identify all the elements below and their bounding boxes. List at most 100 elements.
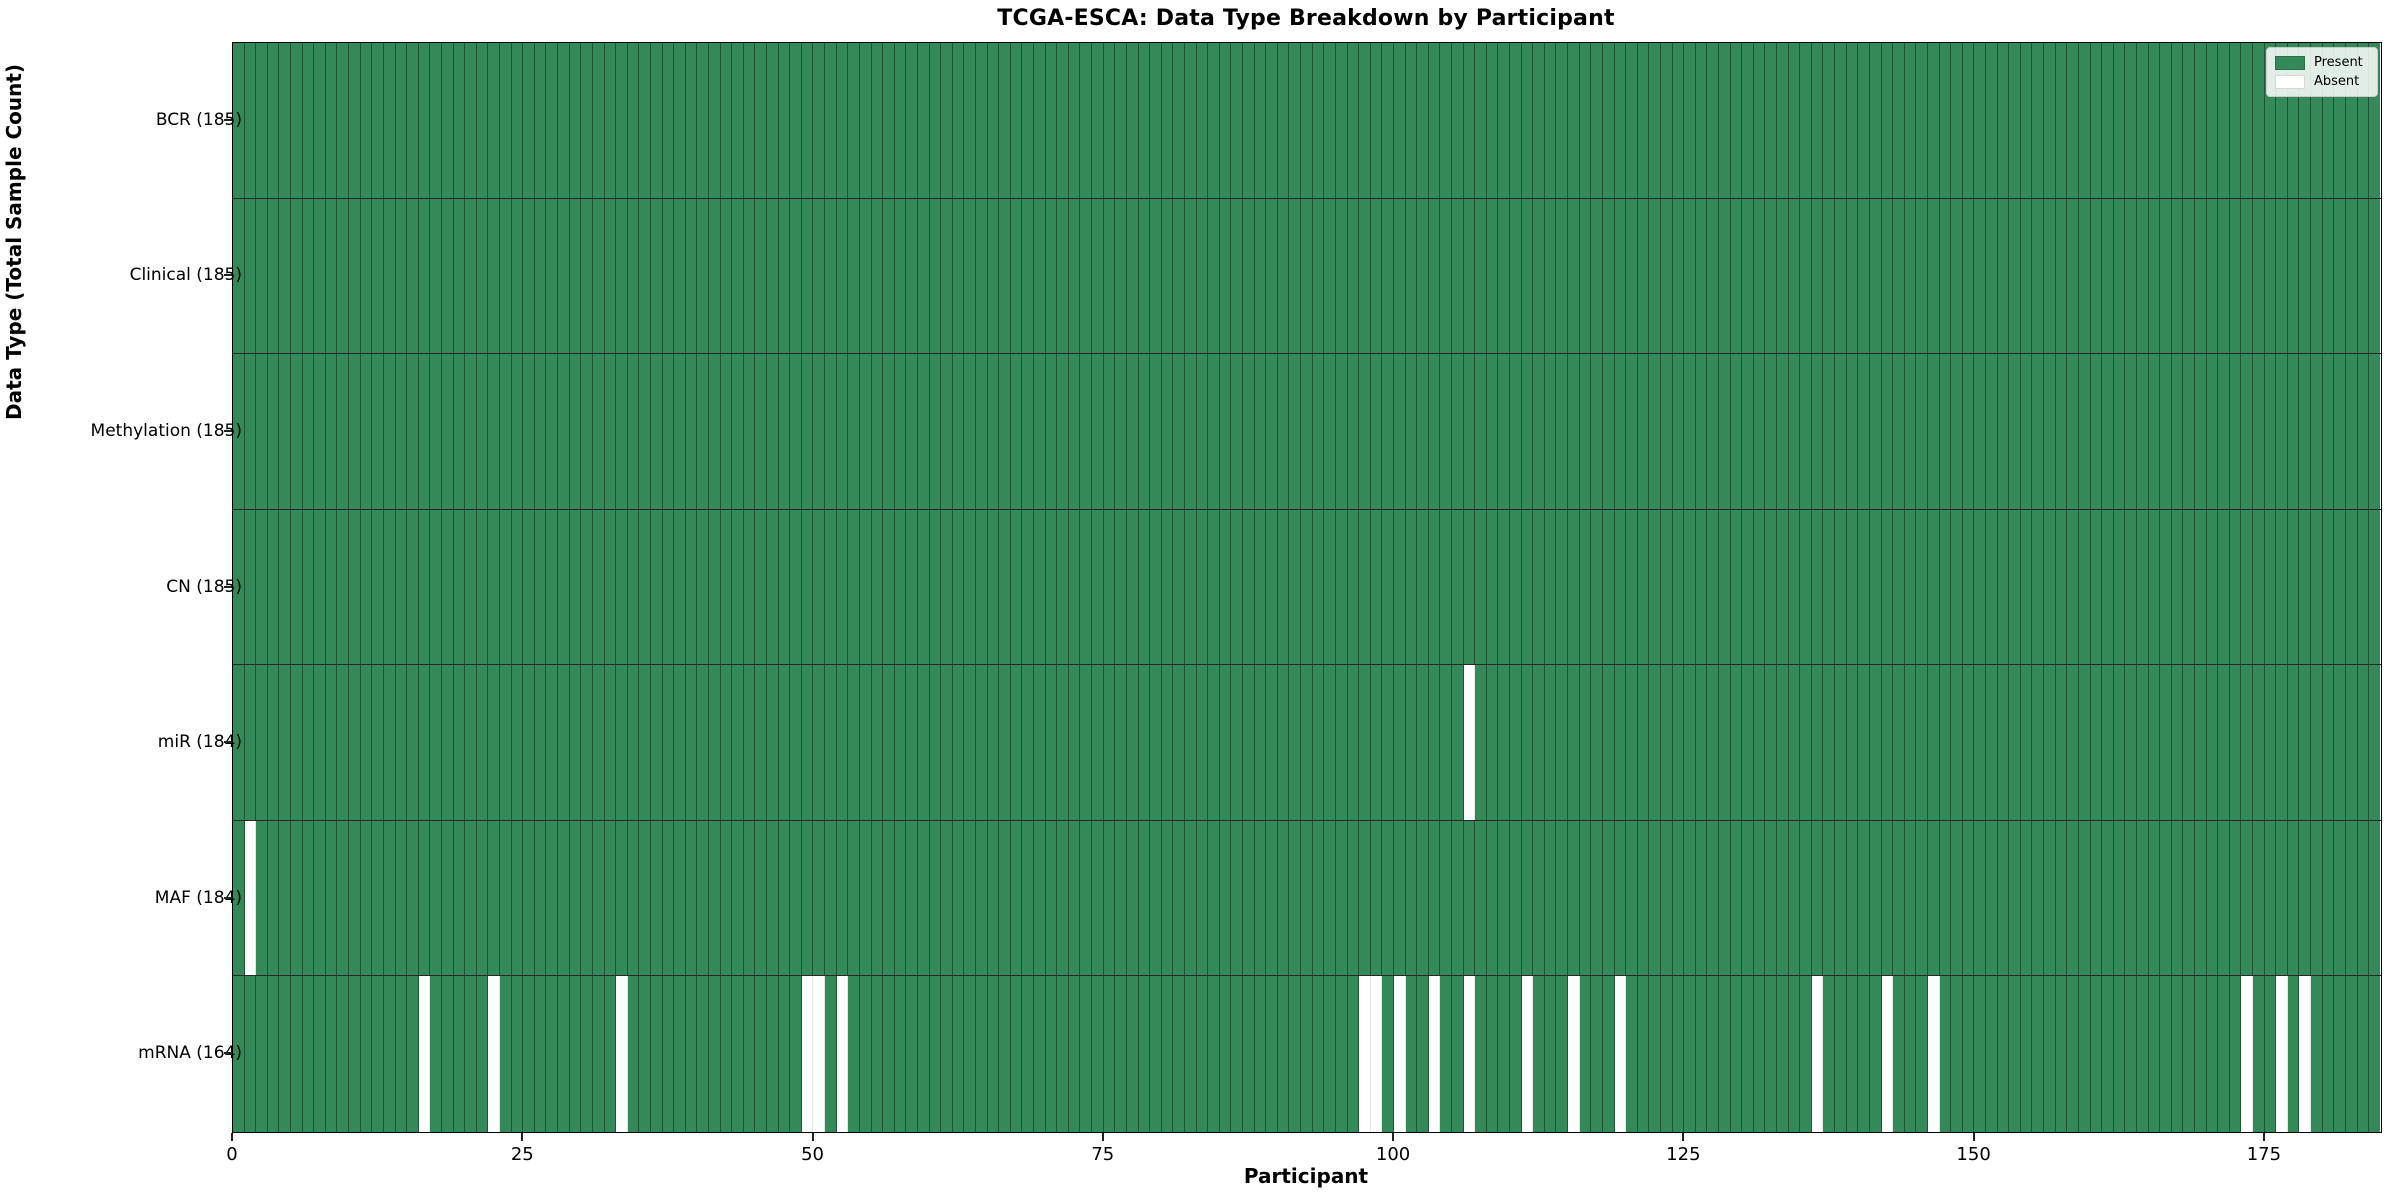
cell-mir-57: [894, 665, 907, 820]
cell-cn-170: [2206, 509, 2219, 665]
cell-cn-160: [2090, 509, 2103, 665]
cell-bcr-57: [894, 43, 907, 198]
cell-maf-103: [1428, 820, 1441, 976]
cell-methylation-24: [511, 354, 524, 509]
cell-maf-181: [2334, 820, 2346, 976]
cell-cn-177: [2287, 509, 2300, 665]
cell-methylation-162: [2113, 354, 2126, 509]
cell-cn-105: [1451, 509, 1464, 665]
cell-maf-55: [871, 820, 884, 976]
cell-cn-26: [534, 509, 547, 665]
cell-methylation-130: [1742, 354, 1754, 509]
cell-methylation-53: [848, 354, 860, 509]
cell-mir-101: [1405, 665, 1418, 820]
cell-mir-5: [291, 665, 303, 820]
cell-methylation-50: [813, 354, 826, 509]
cell-clinical-138: [1835, 198, 1847, 354]
cell-maf-20: [465, 820, 477, 976]
cell-mrna-110: [1510, 976, 1522, 1132]
cell-mrna-165: [2148, 976, 2161, 1132]
cell-bcr-60: [929, 43, 942, 198]
cell-maf-137: [1823, 820, 1836, 976]
cell-methylation-100: [1393, 354, 1406, 509]
cell-mir-146: [1927, 665, 1940, 820]
cell-bcr-106: [1463, 43, 1476, 198]
cell-maf-96: [1347, 820, 1360, 976]
cell-clinical-84: [1208, 198, 1220, 354]
cell-methylation-134: [1788, 354, 1801, 509]
cell-methylation-36: [650, 354, 663, 509]
cell-methylation-113: [1544, 354, 1557, 509]
cell-mrna-157: [2055, 976, 2068, 1132]
cell-mir-28: [558, 665, 570, 820]
cell-mir-18: [441, 665, 454, 820]
cell-cn-131: [1753, 509, 1766, 665]
cell-methylation-28: [558, 354, 570, 509]
cell-clinical-39: [685, 198, 698, 354]
cell-mrna-121: [1637, 976, 1650, 1132]
cell-mrna-20: [465, 976, 477, 1132]
cell-mir-6: [302, 665, 315, 820]
cell-mrna-129: [1730, 976, 1743, 1132]
cell-cn-62: [952, 509, 965, 665]
cell-cn-122: [1649, 509, 1661, 665]
cell-methylation-58: [906, 354, 918, 509]
cell-maf-24: [511, 820, 524, 976]
cell-clinical-13: [383, 198, 396, 354]
cell-cn-150: [1974, 509, 1987, 665]
cell-clinical-176: [2276, 198, 2288, 354]
cell-mir-155: [2032, 665, 2045, 820]
cell-methylation-159: [2078, 354, 2091, 509]
cell-methylation-165: [2148, 354, 2161, 509]
cell-bcr-121: [1637, 43, 1650, 198]
cell-mrna-183: [2357, 976, 2370, 1132]
cell-maf-14: [395, 820, 408, 976]
cell-cn-17: [430, 509, 442, 665]
cell-mir-122: [1649, 665, 1661, 820]
cell-methylation-66: [999, 354, 1011, 509]
heatmap-plot-area: [232, 42, 2382, 1133]
cell-clinical-158: [2067, 198, 2079, 354]
cell-bcr-1: [244, 43, 257, 198]
cell-clinical-162: [2113, 198, 2126, 354]
cell-maf-150: [1974, 820, 1987, 976]
cell-mrna-172: [2229, 976, 2242, 1132]
cell-mir-4: [279, 665, 292, 820]
cell-clinical-47: [778, 198, 791, 354]
cell-mrna-169: [2194, 976, 2207, 1132]
cell-maf-54: [859, 820, 872, 976]
cell-bcr-52: [836, 43, 849, 198]
cell-cn-144: [1904, 509, 1917, 665]
cell-maf-85: [1219, 820, 1232, 976]
cell-mrna-151: [1986, 976, 1998, 1132]
cell-bcr-79: [1150, 43, 1162, 198]
cell-bcr-116: [1579, 43, 1592, 198]
cell-cn-64: [976, 509, 988, 665]
cell-bcr-89: [1266, 43, 1278, 198]
cell-methylation-60: [929, 354, 942, 509]
cell-mir-45: [755, 665, 768, 820]
cell-cn-29: [569, 509, 582, 665]
cell-mrna-59: [917, 976, 930, 1132]
cell-clinical-26: [534, 198, 547, 354]
cell-maf-128: [1719, 820, 1731, 976]
cell-methylation-126: [1695, 354, 1708, 509]
cell-mir-102: [1417, 665, 1429, 820]
cell-clinical-73: [1080, 198, 1093, 354]
cell-methylation-96: [1347, 354, 1360, 509]
cell-maf-46: [767, 820, 779, 976]
cell-mrna-88: [1254, 976, 1267, 1132]
cell-mir-3: [267, 665, 280, 820]
cell-clinical-10: [349, 198, 361, 354]
cell-bcr-85: [1219, 43, 1232, 198]
cell-methylation-18: [441, 354, 454, 509]
cell-maf-57: [894, 820, 907, 976]
cell-bcr-109: [1498, 43, 1511, 198]
cell-clinical-70: [1045, 198, 1058, 354]
heatmap-row-maf: [233, 820, 2381, 977]
cell-bcr-126: [1695, 43, 1708, 198]
cell-mir-16: [418, 665, 431, 820]
cell-bcr-5: [291, 43, 303, 198]
cell-clinical-86: [1231, 198, 1244, 354]
cell-methylation-120: [1626, 354, 1638, 509]
